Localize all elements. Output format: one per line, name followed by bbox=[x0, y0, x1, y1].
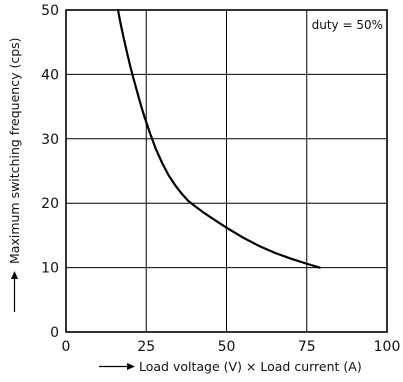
x-tick-label: 50 bbox=[218, 339, 236, 355]
x-tick-label: 75 bbox=[298, 339, 316, 355]
plot-frame bbox=[65, 9, 388, 333]
x-tick-label: 100 bbox=[374, 339, 401, 355]
series-line bbox=[116, 8, 321, 269]
y-tick-label: 0 bbox=[50, 325, 59, 341]
y-tick-label: 40 bbox=[41, 67, 59, 83]
y-tick-label: 10 bbox=[41, 261, 59, 277]
y-axis-arrow-head bbox=[11, 271, 18, 279]
duty-annotation: duty = 50% bbox=[312, 18, 383, 32]
tick-label-layer: 0 25 50 75 100 0 10 20 30 40 50 bbox=[41, 3, 400, 355]
y-tick-label: 30 bbox=[41, 132, 59, 148]
x-tick-label: 0 bbox=[62, 339, 71, 355]
y-tick-label: 50 bbox=[41, 3, 59, 19]
x-axis-title: Load voltage (V) × Load current (A) bbox=[139, 359, 362, 374]
y-axis-title: Maximum switching frequency (cps) bbox=[7, 37, 22, 264]
x-axis-title-group: Load voltage (V) × Load current (A) bbox=[99, 359, 362, 374]
y-tick-label: 20 bbox=[41, 196, 59, 212]
y-axis-title-group: Maximum switching frequency (cps) bbox=[7, 37, 22, 312]
x-tick-label: 25 bbox=[137, 339, 155, 355]
grid-layer bbox=[66, 10, 387, 332]
x-axis-arrow-head bbox=[127, 363, 135, 370]
